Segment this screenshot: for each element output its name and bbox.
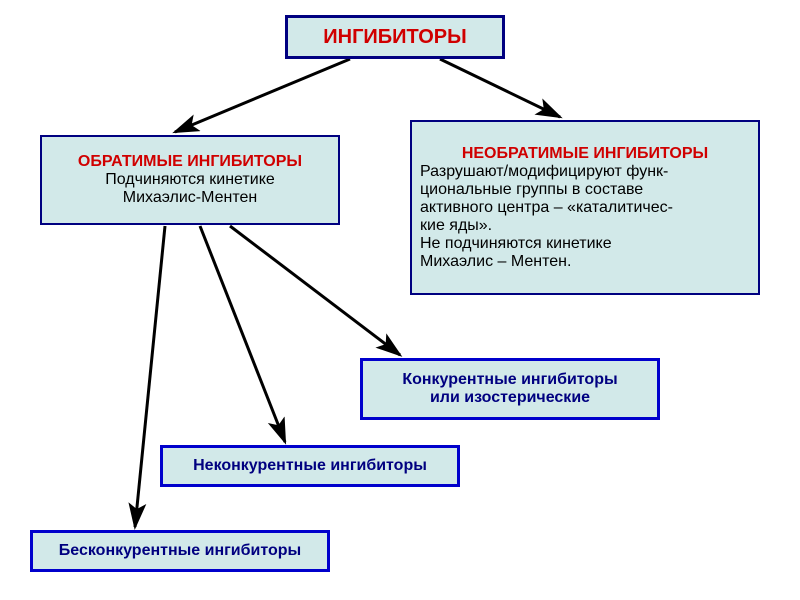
- node-noncompetitive: Неконкурентные ингибиторы: [160, 445, 460, 487]
- edge-2: [230, 226, 400, 355]
- node-root-title: ИНГИБИТОРЫ: [296, 26, 494, 49]
- arrows-layer: [0, 0, 800, 600]
- node-reversible-title: ОБРАТИМЫЕ ИНГИБИТОРЫ: [50, 153, 330, 171]
- node-root: ИНГИБИТОРЫ: [285, 15, 505, 59]
- node-irreversible-title: НЕОБРАТИМЫЕ ИНГИБИТОРЫ: [420, 145, 750, 163]
- edge-1: [440, 59, 560, 117]
- node-noncompetitive-title: Неконкурентные ингибиторы: [171, 457, 449, 475]
- node-competitive: Конкурентные ингибиторы или изостерическ…: [360, 358, 660, 420]
- edge-3: [200, 226, 285, 442]
- node-irreversible: НЕОБРАТИМЫЕ ИНГИБИТОРЫ Разрушают/модифиц…: [410, 120, 760, 295]
- node-competitive-title: Конкурентные ингибиторы или изостерическ…: [371, 371, 649, 407]
- node-uncompetitive: Бесконкурентные ингибиторы: [30, 530, 330, 572]
- node-reversible-body: Подчиняются кинетике Михаэлис-Ментен: [50, 171, 330, 207]
- node-uncompetitive-title: Бесконкурентные ингибиторы: [41, 542, 319, 560]
- node-irreversible-body: Разрушают/модифицируют функ- циональные …: [420, 163, 750, 271]
- edge-0: [175, 59, 350, 132]
- node-reversible: ОБРАТИМЫЕ ИНГИБИТОРЫПодчиняются кинетике…: [40, 135, 340, 225]
